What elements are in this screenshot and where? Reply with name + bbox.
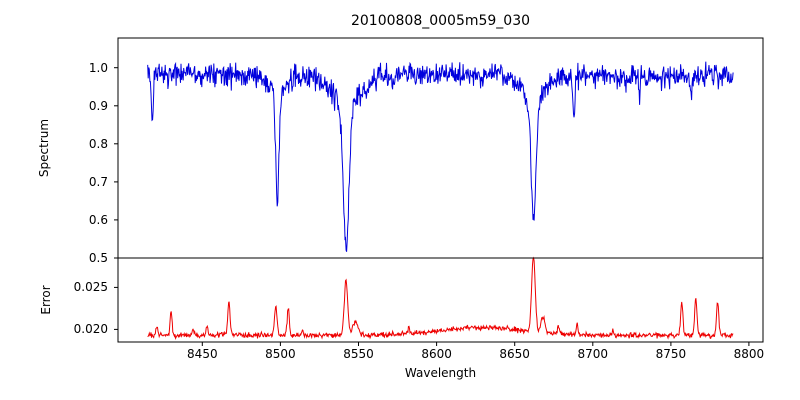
x-tick-label: 8450 [187,347,218,361]
x-tick-label: 8750 [655,347,687,361]
error-y-tick-label: 0.020 [73,322,108,337]
spectrum-y-tick-label: 0.9 [88,98,108,113]
spectrum-y-tick-label: 1.0 [88,60,108,75]
spectrum-line [147,61,734,252]
x-tick-label: 8650 [499,347,530,361]
error-y-tick-label: 0.025 [73,280,108,295]
wavelength-axis-label: Wavelength [404,366,477,380]
x-tick-label: 8700 [577,347,609,361]
error-line [147,256,734,340]
x-tick-label: 8500 [265,347,296,361]
axes-spines [117,37,764,343]
spectrum-y-tick-label: 0.5 [88,251,108,265]
spectrum-y-tick-label: 0.7 [88,174,108,189]
spectrum-y-tick-label: 0.6 [88,212,108,227]
spectrum-y-tick-label: 0.8 [88,136,108,151]
x-tick-label: 8550 [343,347,374,361]
x-tick-label: 8600 [421,347,452,361]
chart-title: 20100808_0005m59_030 [350,13,531,29]
x-tick-label: 8800 [733,347,765,361]
axis-ticks [114,67,750,346]
